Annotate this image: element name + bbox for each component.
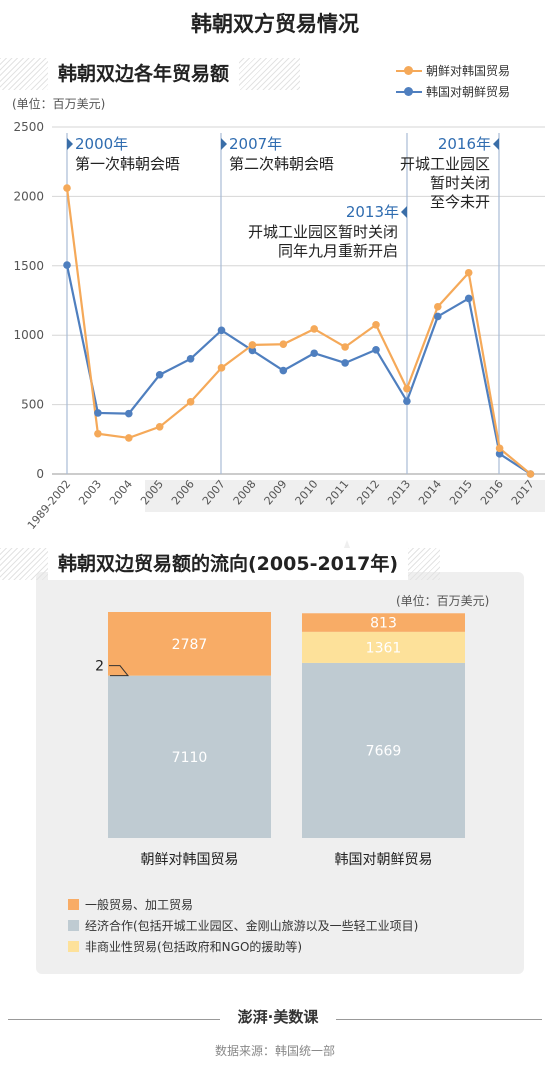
chart2-section-header: 韩朝双边贸易额的流向(2005-2017年) <box>0 548 440 580</box>
bar-value-label: 813 <box>370 616 397 632</box>
event-year-label: 2000年 <box>75 135 128 153</box>
data-point <box>279 366 288 375</box>
data-point <box>248 341 257 349</box>
data-point <box>155 370 164 379</box>
data-point <box>434 302 442 311</box>
data-point <box>403 397 411 405</box>
legend-swatch-blue <box>396 85 422 99</box>
bar-value-label: 7669 <box>366 743 402 759</box>
data-point <box>372 320 380 329</box>
data-point <box>495 450 504 458</box>
footer-divider-left <box>8 1019 220 1020</box>
data-point <box>125 434 133 442</box>
data-point <box>186 398 195 406</box>
legend-item: 一般贸易、加工贸易 <box>68 896 418 913</box>
event-year-label: 2007年 <box>229 135 282 153</box>
chart1-unit-label: (单位：百万美元) <box>12 97 106 111</box>
data-point <box>310 349 319 358</box>
chart2-title: 韩朝双边贸易额的流向(2005-2017年) <box>48 548 409 580</box>
legend-label: 经济合作(包括开城工业园区、金刚山旅游以及一些轻工业项目) <box>85 919 419 933</box>
data-point <box>155 423 164 431</box>
data-point <box>372 345 380 354</box>
y-tick-label: 0 <box>36 467 44 481</box>
bar-segment <box>108 612 271 676</box>
footer-divider-right <box>336 1019 542 1020</box>
legend-swatch <box>68 941 79 952</box>
legend-item-nk-to-sk: 朝鲜对韩国贸易 <box>396 62 510 79</box>
page-title: 韩朝双方贸易情况 <box>191 12 359 36</box>
data-point <box>464 294 473 303</box>
x-axis-band <box>145 480 545 512</box>
legend-item-sk-to-nk: 韩国对朝鲜贸易 <box>396 83 510 100</box>
chart2-legend: 一般贸易、加工贸易经济合作(包括开城工业园区、金刚山旅游以及一些轻工业项目) 非商… <box>68 896 418 959</box>
bar-value-label: 7110 <box>172 750 208 766</box>
data-point <box>279 340 288 349</box>
event-description: 同年九月重新开启 <box>278 242 398 260</box>
data-point <box>248 346 257 355</box>
legend-label: 非商业性贸易(包括政府和NGO的援助等) <box>85 940 303 954</box>
series-line <box>65 187 532 475</box>
y-tick-label: 2000 <box>13 189 44 203</box>
bar-segment <box>108 675 271 838</box>
stacked-bar-chart: 7110 2 2787 7669 1361 813 朝鲜对韩国贸易 韩国对朝鲜贸易 <box>95 612 465 868</box>
event-description: 第一次韩朝会晤 <box>75 155 180 173</box>
series-line <box>65 264 532 475</box>
event-description: 暂时关闭 <box>430 174 490 192</box>
legend-swatch <box>68 899 79 910</box>
data-point <box>526 470 535 478</box>
y-tick-label: 1500 <box>13 259 44 273</box>
callout-line <box>109 665 130 677</box>
event-marker-arrow <box>67 138 73 150</box>
category-label: 韩国对朝鲜贸易 <box>335 852 433 868</box>
chart2-unit-label: (单位：百万美元) <box>396 594 490 608</box>
bar-segment <box>302 631 465 663</box>
event-marker-arrow <box>493 138 499 150</box>
data-point <box>186 354 195 363</box>
data-point <box>495 444 504 453</box>
legend-swatch <box>68 920 79 931</box>
category-label: 朝鲜对韩国贸易 <box>141 852 239 868</box>
legend-swatch-orange <box>396 64 422 78</box>
legend-label: 韩国对朝鲜贸易 <box>426 85 511 99</box>
event-marker-arrow <box>401 206 407 218</box>
y-tick-label: 2500 <box>13 120 44 134</box>
data-point <box>125 409 133 418</box>
brand-logo: 澎湃·美数课 <box>237 1008 319 1026</box>
data-point <box>403 384 411 393</box>
bar-value-label: 2787 <box>172 637 208 653</box>
chart1-title: 韩朝双边各年贸易额 <box>48 58 240 90</box>
legend-item: 经济合作(包括开城工业园区、金刚山旅游以及一些轻工业项目) <box>68 917 418 934</box>
data-point <box>434 312 442 321</box>
line-chart: 2000年第一次韩朝会晤2007年第二次韩朝会晤2013年开城工业园区暂时关闭同… <box>13 120 545 532</box>
bar-segment <box>302 662 465 838</box>
data-point <box>217 364 226 372</box>
event-description: 至今未开 <box>430 193 490 211</box>
data-point <box>94 429 102 438</box>
event-description: 开城工业园区暂时关闭 <box>248 223 398 241</box>
legend-label: 朝鲜对韩国贸易 <box>426 64 511 78</box>
legend-item: 非商业性贸易(包括政府和NGO的援助等) <box>68 938 418 955</box>
data-point <box>341 343 349 351</box>
event-marker-arrow <box>221 138 227 150</box>
event-year-label: 2013年 <box>346 203 399 221</box>
chart1-section-header: 韩朝双边各年贸易额 <box>0 58 300 90</box>
data-point <box>94 409 102 417</box>
data-point <box>63 184 71 192</box>
y-tick-label: 1000 <box>13 328 44 342</box>
data-point <box>217 326 226 335</box>
event-description: 第二次韩朝会晤 <box>229 155 334 173</box>
event-description: 开城工业园区 <box>400 155 490 173</box>
legend-label: 一般贸易、加工贸易 <box>85 898 194 912</box>
bar-segment <box>302 613 465 632</box>
data-point <box>310 325 319 333</box>
event-year-label: 2016年 <box>438 135 491 153</box>
data-source: 数据来源：韩国统一部 <box>214 1044 335 1058</box>
bar-value-label: 2 <box>95 659 104 675</box>
data-point <box>464 268 473 277</box>
data-point <box>341 359 349 367</box>
data-point <box>63 261 71 269</box>
bar-value-label: 1361 <box>366 640 402 656</box>
y-tick-label: 500 <box>21 398 44 412</box>
